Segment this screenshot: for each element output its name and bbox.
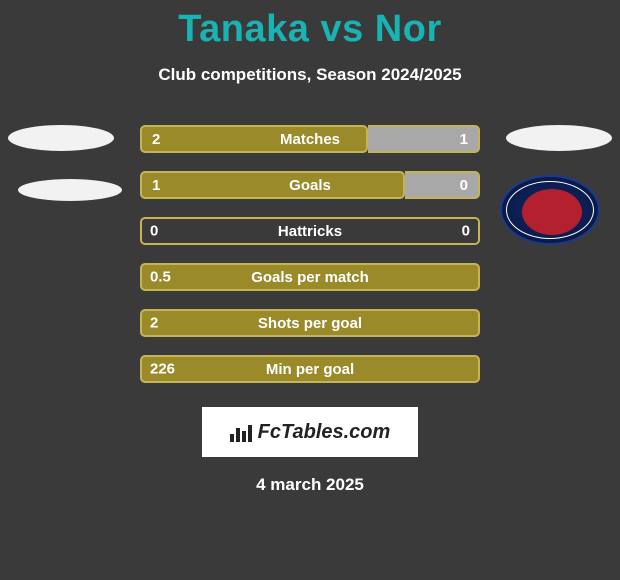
bar-value-right: 0 xyxy=(462,223,470,240)
player-left-avatar-2 xyxy=(18,179,122,201)
bar-value-left: 0 xyxy=(150,223,158,240)
page-title: Tanaka vs Nor xyxy=(0,0,620,51)
page-subtitle: Club competitions, Season 2024/2025 xyxy=(0,65,620,85)
badge-red-center xyxy=(522,189,582,235)
site-logo: FcTables.com xyxy=(202,407,418,457)
bar-row: 0.5Goals per match xyxy=(140,263,480,291)
bar-value-left: 226 xyxy=(150,361,175,378)
bar-row: 226Min per goal xyxy=(140,355,480,383)
bar-full-left xyxy=(140,355,480,383)
bar-value-left: 0.5 xyxy=(150,269,171,286)
bar-row: 2Shots per goal xyxy=(140,309,480,337)
bar-empty xyxy=(140,217,480,245)
bar-row: 00Hattricks xyxy=(140,217,480,245)
bars-container: 21Matches10Goals00Hattricks0.5Goals per … xyxy=(140,125,480,401)
site-logo-text: FcTables.com xyxy=(258,421,391,444)
bar-value-left: 2 xyxy=(150,315,158,332)
bar-segment-right: 1 xyxy=(368,125,480,153)
bar-segment-left: 2 xyxy=(140,125,368,153)
player-left-avatar-1 xyxy=(8,125,114,151)
bar-full-left xyxy=(140,309,480,337)
footer-date: 4 march 2025 xyxy=(0,475,620,495)
player-right-avatar xyxy=(506,125,612,151)
badge-outer-circle xyxy=(500,175,600,245)
bar-row: 21Matches xyxy=(140,125,480,153)
chart-icon xyxy=(230,422,252,442)
comparison-chart: 21Matches10Goals00Hattricks0.5Goals per … xyxy=(0,125,620,395)
bar-segment-right: 0 xyxy=(405,171,480,199)
club-badge-right xyxy=(500,175,600,245)
bar-row: 10Goals xyxy=(140,171,480,199)
bar-segment-left: 1 xyxy=(140,171,405,199)
bar-full-left xyxy=(140,263,480,291)
